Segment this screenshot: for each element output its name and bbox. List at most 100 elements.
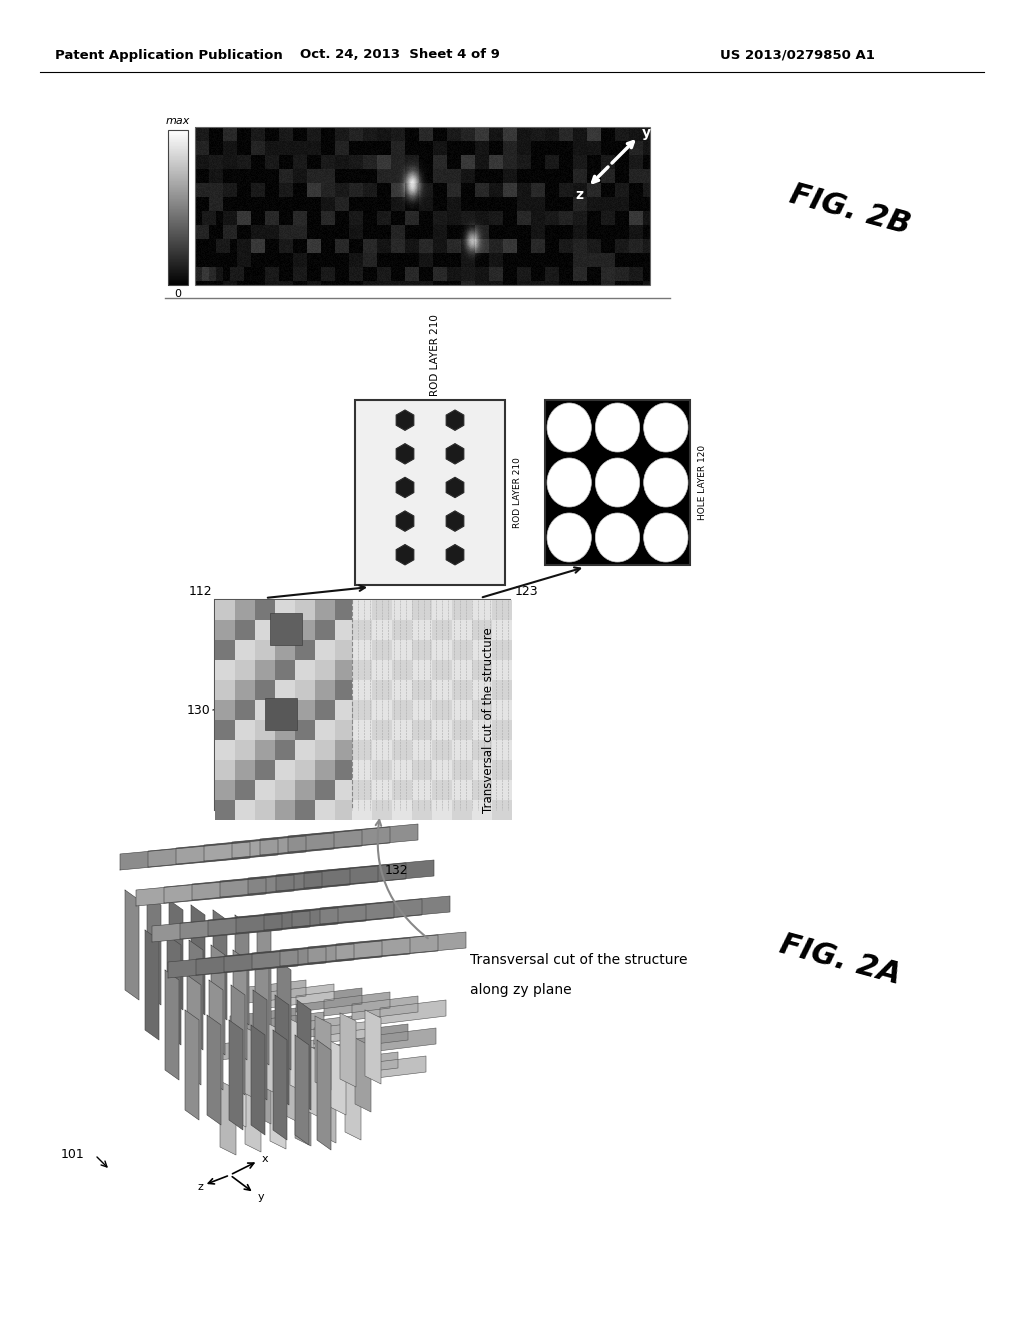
Polygon shape (355, 1038, 371, 1111)
Polygon shape (145, 931, 159, 1040)
Bar (315, 660, 335, 680)
Bar (295, 719, 315, 741)
Text: 130: 130 (186, 704, 210, 717)
Bar (295, 660, 315, 680)
Bar (372, 620, 392, 640)
Bar (352, 601, 372, 620)
Polygon shape (248, 866, 378, 894)
Polygon shape (257, 920, 271, 1030)
Bar (432, 601, 452, 620)
Polygon shape (236, 906, 366, 933)
Bar (392, 780, 412, 800)
Bar (275, 640, 295, 660)
Bar (412, 800, 432, 820)
Bar (372, 640, 392, 660)
Bar (335, 620, 355, 640)
Polygon shape (324, 993, 390, 1016)
Polygon shape (191, 906, 205, 1015)
Polygon shape (278, 960, 291, 1071)
Polygon shape (136, 878, 266, 906)
Bar (315, 719, 335, 741)
Polygon shape (297, 1001, 311, 1110)
Bar (472, 800, 492, 820)
Bar (352, 680, 372, 700)
Bar (452, 601, 472, 620)
Bar (234, 680, 255, 700)
Bar (372, 700, 392, 719)
Polygon shape (234, 915, 249, 1026)
Bar (432, 800, 452, 820)
Text: 132: 132 (385, 863, 409, 876)
Bar (255, 660, 275, 680)
Bar (352, 620, 372, 640)
Bar (234, 741, 255, 760)
Bar (234, 640, 255, 660)
Bar (335, 741, 355, 760)
Text: x: x (262, 1154, 268, 1164)
Polygon shape (148, 840, 278, 867)
Bar (352, 660, 372, 680)
Bar (315, 741, 335, 760)
Bar (295, 780, 315, 800)
Text: Patent Application Publication: Patent Application Publication (55, 49, 283, 62)
Bar (275, 601, 295, 620)
Ellipse shape (644, 458, 688, 507)
Polygon shape (260, 828, 390, 855)
Bar (412, 640, 432, 660)
Polygon shape (125, 890, 139, 1001)
Polygon shape (305, 1044, 321, 1118)
Polygon shape (167, 935, 181, 1045)
Ellipse shape (644, 403, 688, 451)
Bar (275, 780, 295, 800)
Bar (275, 760, 295, 780)
Bar (270, 612, 302, 645)
Bar (335, 640, 355, 660)
Polygon shape (165, 970, 179, 1080)
Bar (352, 800, 372, 820)
Bar (492, 700, 512, 719)
Polygon shape (209, 979, 223, 1090)
Bar (452, 640, 472, 660)
Ellipse shape (547, 403, 591, 451)
Bar (472, 680, 492, 700)
Polygon shape (280, 939, 410, 966)
Text: HOLE LAYER 120: HOLE LAYER 120 (698, 445, 707, 520)
Bar (234, 700, 255, 719)
Text: z: z (575, 187, 583, 202)
Bar (195, 127, 650, 285)
Text: US 2013/0279850 A1: US 2013/0279850 A1 (720, 49, 874, 62)
Ellipse shape (595, 513, 640, 562)
Bar (234, 760, 255, 780)
Polygon shape (342, 1024, 408, 1048)
Bar (372, 800, 392, 820)
Bar (412, 620, 432, 640)
Polygon shape (396, 411, 414, 430)
Bar (392, 700, 412, 719)
Bar (412, 741, 432, 760)
Bar (215, 680, 234, 700)
Bar (412, 760, 432, 780)
Polygon shape (208, 908, 338, 936)
Bar (168, 129, 188, 285)
Polygon shape (273, 1030, 287, 1140)
Bar (472, 700, 492, 719)
Polygon shape (231, 985, 245, 1096)
Polygon shape (229, 1020, 243, 1130)
Polygon shape (264, 902, 394, 931)
Bar (392, 620, 412, 640)
Polygon shape (180, 911, 310, 939)
Polygon shape (251, 1026, 265, 1135)
Bar (432, 660, 452, 680)
Polygon shape (319, 1069, 336, 1143)
Bar (412, 680, 432, 700)
Text: ROD LAYER 210: ROD LAYER 210 (430, 314, 440, 396)
Bar (372, 741, 392, 760)
Polygon shape (365, 1010, 381, 1084)
Bar (315, 780, 335, 800)
Polygon shape (295, 1072, 311, 1146)
Polygon shape (220, 1081, 236, 1155)
Bar (452, 620, 472, 640)
Polygon shape (207, 1015, 221, 1125)
Bar (352, 760, 372, 780)
Bar (275, 660, 295, 680)
